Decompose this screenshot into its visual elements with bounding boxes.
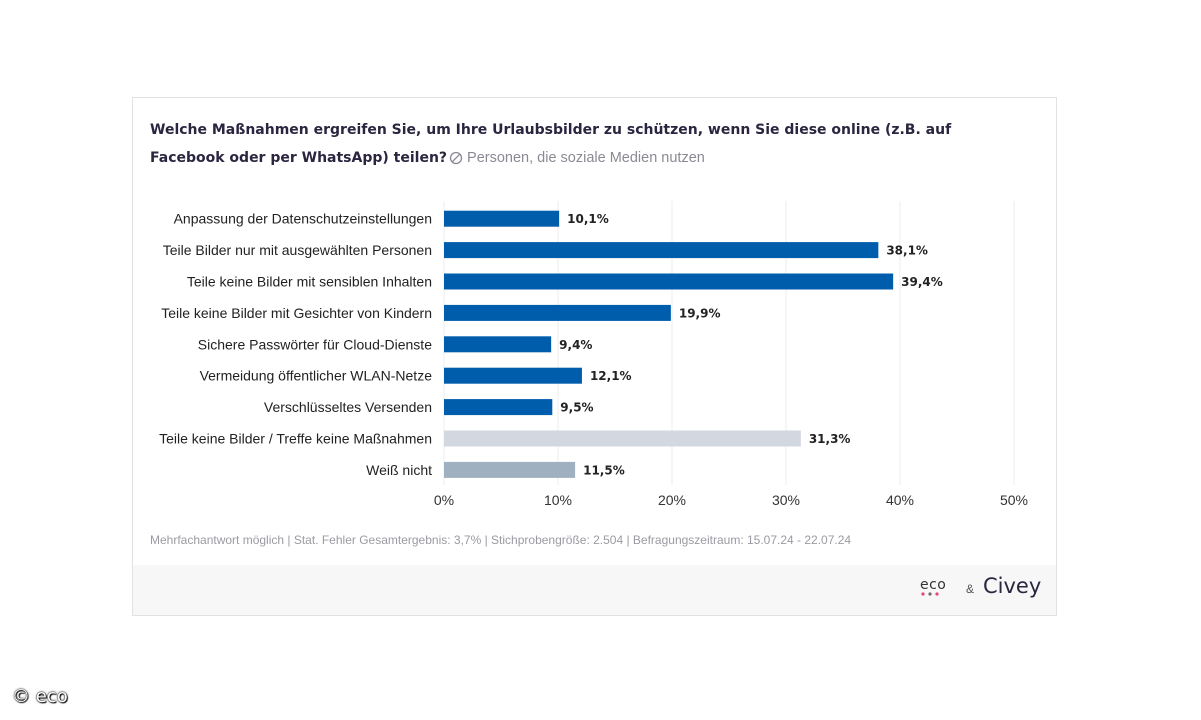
bar <box>444 242 879 259</box>
category-label: Sichere Passwörter für Cloud-Dienste <box>198 336 432 352</box>
value-label: 11,5% <box>583 463 625 477</box>
copyright-watermark: © eco <box>12 686 68 707</box>
bar <box>444 430 801 447</box>
category-label: Weiß nicht <box>366 462 432 478</box>
category-label: Verschlüsseltes Versenden <box>264 399 432 415</box>
chart-subtitle: Personen, die soziale Medien nutzen <box>467 150 705 166</box>
value-label: 38,1% <box>886 244 928 258</box>
value-label: 10,1% <box>567 212 609 226</box>
x-tick-label: 20% <box>658 492 686 508</box>
category-label: Anpassung der Datenschutzeinstellungen <box>174 211 432 227</box>
value-label: 31,3% <box>809 432 851 446</box>
bar <box>444 304 671 321</box>
chart-title-block: Welche Maßnahmen ergreifen Sie, um Ihre … <box>150 116 1030 175</box>
x-tick-label: 0% <box>434 492 454 508</box>
bar-chart: 0% 10% 20% 30% 40% 50% Anpassung der Datenschu… <box>159 201 1028 508</box>
x-tick-label: 40% <box>886 492 914 508</box>
category-label: Teile keine Bilder mit Gesichter von Kin… <box>161 305 432 321</box>
category-label: Teile keine Bilder mit sensiblen Inhalte… <box>187 274 432 290</box>
category-label: Teile keine Bilder / Treffe keine Maßnah… <box>159 431 432 447</box>
x-tick-label: 10% <box>544 492 572 508</box>
filter-icon[interactable] <box>449 147 463 175</box>
value-label: 9,4% <box>559 338 592 352</box>
x-tick-label: 50% <box>1000 492 1028 508</box>
bar <box>444 273 894 290</box>
bar <box>444 336 552 353</box>
bar <box>444 367 582 384</box>
chart-card: Welche Maßnahmen ergreifen Sie, um Ihre … <box>132 97 1057 616</box>
value-label: 19,9% <box>679 306 721 320</box>
eco-dots-icon <box>921 592 939 596</box>
civey-logo: Civey <box>983 574 1042 598</box>
eco-logo-text: eco <box>920 577 947 593</box>
category-label: Teile Bilder nur mit ausgewählten Person… <box>163 242 432 258</box>
footnote: Mehrfachantwort möglich | Stat. Fehler G… <box>150 533 852 547</box>
ampersand: & <box>966 582 975 596</box>
chart-title: Welche Maßnahmen ergreifen Sie, um Ihre … <box>150 122 952 166</box>
value-label: 12,1% <box>590 369 632 383</box>
category-label: Vermeidung öffentlicher WLAN-Netze <box>200 368 433 384</box>
bar <box>444 210 560 227</box>
bar <box>444 399 553 416</box>
value-label: 9,5% <box>560 401 593 415</box>
x-tick-label: 30% <box>772 492 800 508</box>
value-label: 39,4% <box>901 275 943 289</box>
bar <box>444 461 576 478</box>
footer-bar: eco & Civey <box>133 565 1056 615</box>
eco-logo: eco <box>920 577 947 596</box>
